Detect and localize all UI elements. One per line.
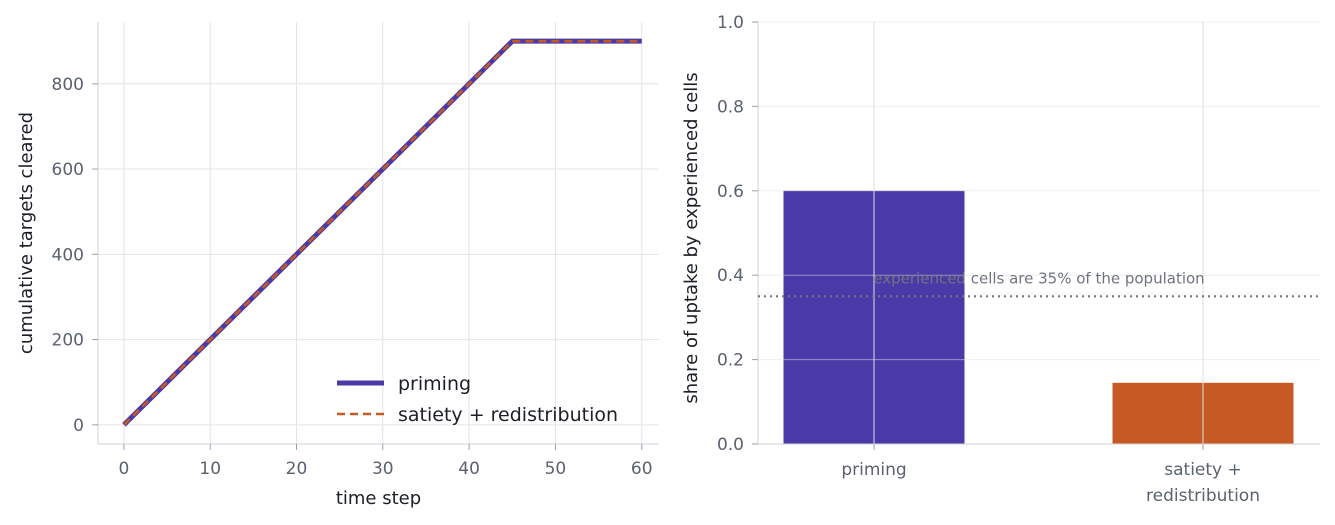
y-tick-label: 600 xyxy=(52,160,84,180)
y-tick-label: 0.2 xyxy=(717,351,744,371)
series-line-priming xyxy=(122,38,642,427)
x-tick-label: 0 xyxy=(118,459,129,479)
x-tick-label: 50 xyxy=(545,459,567,479)
x-tick-label: 40 xyxy=(458,459,480,479)
line-chart-x-axis-label: time step xyxy=(336,488,421,509)
y-tick-label: 0.6 xyxy=(717,182,744,202)
y-tick-label: 0.4 xyxy=(717,266,744,286)
legend-label-priming: priming xyxy=(398,373,471,395)
bar-chart-panel: 0.0 0.2 0.4 0.6 0.8 1.0 priming satiety + redist… xyxy=(681,13,1320,506)
line-chart-legend: priming satiety + redistribution xyxy=(337,373,618,426)
x-tick-label: 20 xyxy=(286,459,308,479)
x-tick-label: redistribution xyxy=(1146,486,1260,506)
y-tick-label: 1.0 xyxy=(717,13,744,33)
line-chart-series xyxy=(122,38,642,427)
x-tick-label: 60 xyxy=(631,459,653,479)
y-tick-label: 0.8 xyxy=(717,97,744,117)
y-tick-label: 800 xyxy=(52,75,84,95)
legend-label-satiety-redistribution: satiety + redistribution xyxy=(398,404,618,426)
y-tick-label: 200 xyxy=(52,331,84,351)
bar-chart-ticks: 0.0 0.2 0.4 0.6 0.8 1.0 priming satiety + redist… xyxy=(717,13,1260,506)
bar-chart-y-axis-label: share of uptake by experienced cells xyxy=(681,72,702,403)
line-chart-grid xyxy=(98,22,659,444)
bar-chart-axes xyxy=(757,22,1320,445)
bar-chart-bars xyxy=(783,190,1294,444)
y-tick-label: 0.0 xyxy=(717,435,744,455)
x-tick-label: priming xyxy=(841,460,906,480)
y-tick-label: 400 xyxy=(52,245,84,265)
reference-line-annotation: experienced cells are 35% of the populat… xyxy=(873,269,1204,287)
line-chart-axes xyxy=(97,22,659,445)
y-tick-label: 0 xyxy=(73,416,84,436)
x-tick-label: 10 xyxy=(199,459,221,479)
line-chart-y-axis-label: cumulative targets cleared xyxy=(16,112,37,354)
x-tick-label: satiety + xyxy=(1164,460,1242,480)
x-tick-label: 30 xyxy=(372,459,394,479)
